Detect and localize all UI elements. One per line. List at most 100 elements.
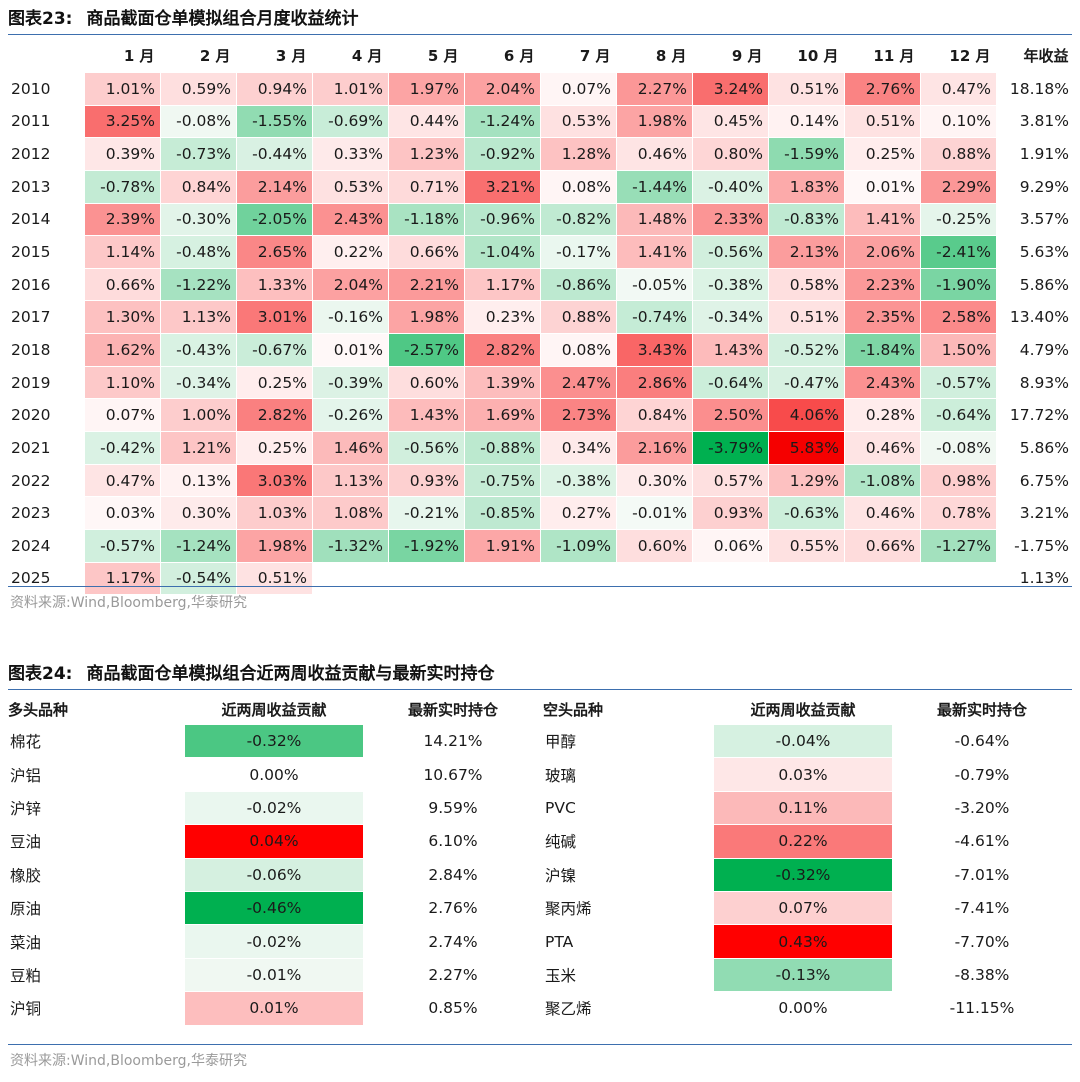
month-return-cell [920,561,997,596]
month-return-cell: 0.13% [160,463,237,498]
short-commodity-name: 玻璃 [545,766,577,785]
month-return-cell: -0.44% [236,137,313,171]
month-return-cell: -0.74% [616,300,693,335]
month-return-cell: 0.22% [312,235,389,269]
year-cell: 2016 [8,267,85,302]
long-contrib-cell: -0.32% [185,723,363,759]
header-short-name: 空头品种 [543,700,604,719]
short-commodity-name: 沪镍 [545,866,577,885]
short-contrib-cell: 0.43% [714,924,892,959]
header-month-8: 8 月 [655,46,687,65]
month-return-cell: 0.84% [160,169,237,204]
year-cell: 2017 [8,300,85,335]
month-return-cell: 1.41% [616,235,693,269]
month-return-cell: -0.26% [312,398,389,433]
long-commodity-name: 菜油 [10,933,42,952]
table-row: 豆粕 -0.01% 2.27% 玉米 -0.13% -8.38% [8,957,1072,993]
long-position-cell: 10.67% [423,765,483,784]
month-return-cell: -1.32% [312,528,389,563]
month-return-cell: -1.84% [844,333,921,367]
month-return-cell: -0.63% [768,496,845,530]
month-return-cell: 0.53% [540,104,617,139]
table-row: 沪锌 -0.02% 9.59% PVC 0.11% -3.20% [8,790,1072,826]
long-contrib-cell: 0.01% [185,991,363,1026]
month-return-cell: 2.50% [692,398,769,433]
short-commodity-name: 纯碱 [545,833,577,852]
month-return-cell: 3.25% [84,104,161,139]
month-return-cell: 1.97% [388,72,465,106]
month-return-cell: -0.78% [84,169,161,204]
year-cell: 2018 [8,333,85,367]
annual-return-cell: 3.81% [996,104,1075,139]
month-return-cell: 1.17% [84,561,161,596]
short-position-cell: -3.20% [954,798,1010,817]
month-return-cell: -3.79% [692,431,769,465]
year-cell: 2022 [8,463,85,498]
annual-return-cell: 1.91% [996,137,1075,171]
table-row: 2023 0.03% 0.30% 1.03% 1.08% -0.21% -0.85% 0.27… [8,496,1075,530]
month-return-cell: 0.60% [388,365,465,400]
month-return-cell: 1.30% [84,300,161,335]
month-return-cell: -0.73% [160,137,237,171]
month-return-cell: 0.66% [844,528,921,563]
header-year [9,38,85,73]
table-row: 2014 2.39% -0.30% -2.05% 2.43% -1.18% -0.96% -0… [8,202,1075,237]
month-return-cell: 1.43% [692,333,769,367]
month-return-cell: 0.01% [312,333,389,367]
year-cell: 2015 [8,235,85,269]
annual-return-cell: 9.29% [996,169,1075,204]
month-return-cell: 1.41% [844,202,921,237]
table-row: 2010 1.01% 0.59% 0.94% 1.01% 1.97% 2.04% 0.07% 2… [8,72,1075,106]
table-row: 沪铜 0.01% 0.85% 聚乙烯 0.00% -11.15% [8,991,1072,1026]
month-return-cell: -0.42% [84,431,161,465]
table-row: 棉花 -0.32% 14.21% 甲醇 -0.04% -0.64% [8,723,1072,759]
month-return-cell: 1.01% [84,72,161,106]
month-return-cell [768,561,845,596]
short-contrib-cell: -0.32% [714,857,892,892]
month-return-cell: 0.94% [236,72,313,106]
table-row: 2020 0.07% 1.00% 2.82% -0.26% 1.43% 1.69% 2.73%… [8,398,1075,433]
table1-header-row: 1 月 2 月 3 月 4 月 5 月 6 月 7 月 8 月 9 月 10 月 11 月 12 月 年… [9,38,1075,73]
header-long-pos: 最新实时持仓 [407,700,498,719]
table-row: 2012 0.39% -0.73% -0.44% 0.33% 1.23% -0.92% 1.2… [8,137,1075,171]
month-return-cell: 0.46% [844,496,921,530]
year-cell: 2010 [8,72,85,106]
month-return-cell: -0.85% [464,496,541,530]
table-row: 沪铝 0.00% 10.67% 玻璃 0.03% -0.79% [8,757,1072,792]
long-commodity-name: 沪铜 [10,1000,42,1019]
header-long-contrib: 近两周收益贡献 [221,700,327,719]
month-return-cell: -0.54% [160,561,237,596]
table-row: 2024 -0.57% -1.24% 1.98% -1.32% -1.92% 1.91% -1… [8,528,1075,563]
month-return-cell: 2.21% [388,267,465,302]
annual-return-cell: 18.18% [996,72,1075,106]
month-return-cell: -0.25% [920,202,997,237]
table1-title-text: 商品截面仓单模拟组合月度收益统计 [86,9,359,29]
month-return-cell: -0.48% [160,235,237,269]
month-return-cell [692,561,769,596]
month-return-cell: 2.29% [920,169,997,204]
month-return-cell: 0.45% [692,104,769,139]
month-return-cell: 0.84% [616,398,693,433]
short-contrib-cell: 0.22% [714,824,892,859]
month-return-cell: 3.21% [464,169,541,204]
month-return-cell: 0.57% [692,463,769,498]
month-return-cell: 0.27% [540,496,617,530]
annual-return-cell: 1.13% [996,561,1075,596]
month-return-cell: 0.28% [844,398,921,433]
month-return-cell: 4.06% [768,398,845,433]
month-return-cell: 3.01% [236,300,313,335]
month-return-cell: -0.88% [464,431,541,465]
month-return-cell: -0.17% [540,235,617,269]
month-return-cell: 1.08% [312,496,389,530]
long-commodity-name: 豆油 [10,833,42,852]
month-return-cell: 2.43% [844,365,921,400]
year-cell: 2024 [8,528,85,563]
month-return-cell: -1.92% [388,528,465,563]
month-return-cell: 2.04% [464,72,541,106]
month-return-cell: 1.13% [160,300,237,335]
month-return-cell: -0.96% [464,202,541,237]
header-month-5: 5 月 [427,46,459,65]
month-return-cell: 0.25% [236,365,313,400]
month-return-cell: 2.82% [464,333,541,367]
year-cell: 2021 [8,431,85,465]
